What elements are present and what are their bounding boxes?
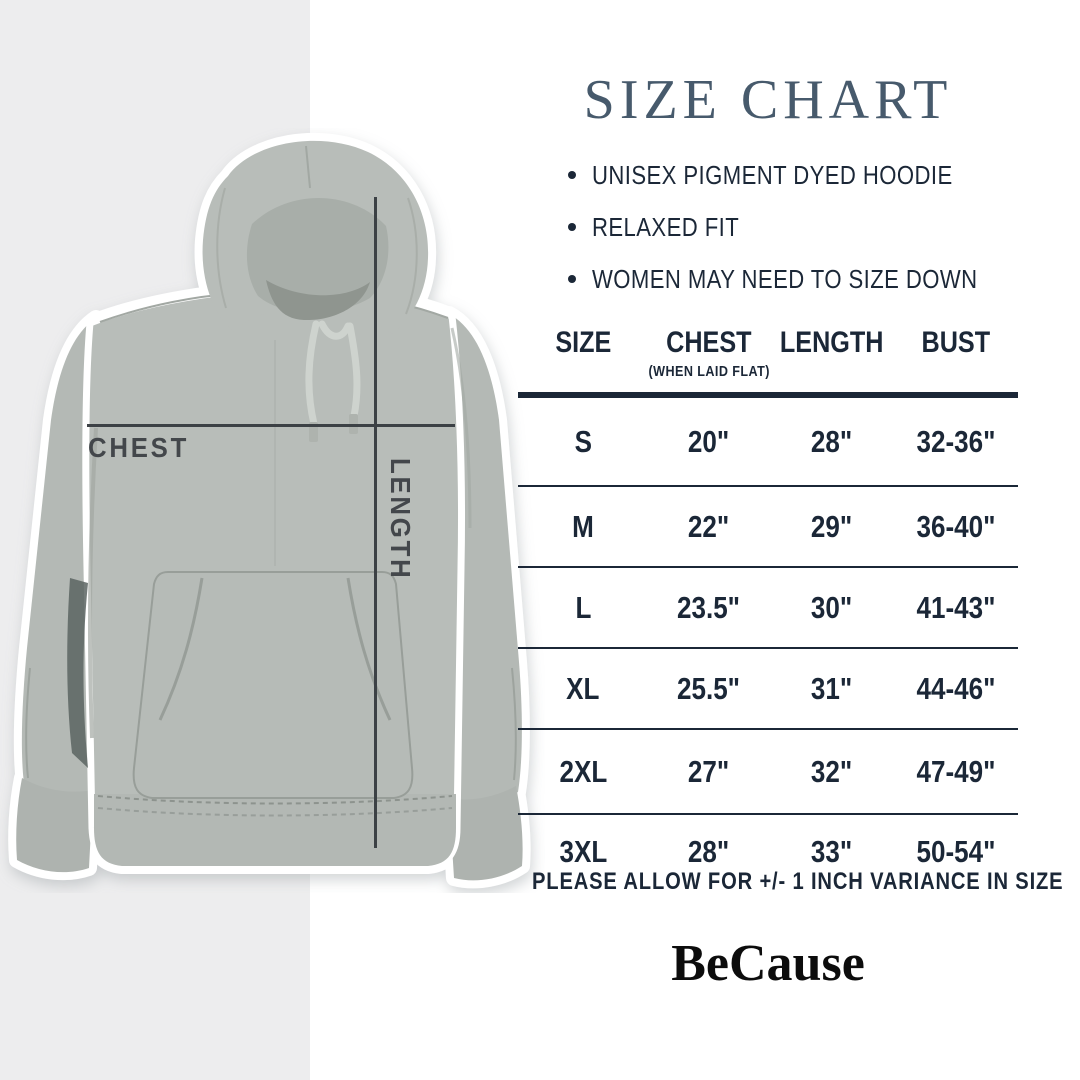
column-header-chest: CHEST (WHEN LAID FLAT) (648, 326, 770, 380)
table-row: L 23.5" 30" 41-43" (518, 568, 1018, 649)
cell-bust: 50-54" (916, 834, 996, 869)
brand-logo: BeCause (671, 935, 865, 992)
size-table: SIZE CHEST (WHEN LAID FLAT) LENGTH BUST … (518, 320, 1018, 889)
cell-chest: 22" (688, 508, 730, 544)
feature-text: RELAXED FIT (592, 211, 740, 242)
bullet-icon (568, 275, 576, 283)
cell-length: 30" (811, 589, 853, 625)
column-header-size: SIZE (554, 326, 612, 359)
cell-chest: 20" (688, 423, 730, 459)
hoodie-photo (8, 132, 531, 889)
chest-measure-line (87, 424, 455, 427)
table-row: S 20" 28" 32-36" (518, 398, 1018, 487)
cell-length: 29" (811, 508, 853, 544)
variance-note: PLEASE ALLOW FOR +/- 1 INCH VARIANCE IN … (532, 868, 1064, 895)
column-header-bust: BUST (921, 326, 991, 359)
table-row: M 22" 29" 36-40" (518, 487, 1018, 568)
bullet-icon (568, 171, 576, 179)
size-table-header: SIZE CHEST (WHEN LAID FLAT) LENGTH BUST (518, 320, 1018, 392)
bullet-icon (568, 223, 576, 231)
length-measure-label: LENGTH (385, 458, 416, 581)
column-header-length: LENGTH (780, 326, 884, 359)
hoodie-drawstrings (305, 320, 361, 442)
cell-length: 33" (811, 834, 853, 869)
feature-text: UNISEX PIGMENT DYED HOODIE (592, 159, 953, 190)
cell-bust: 44-46" (916, 670, 996, 706)
length-measure-line (374, 197, 377, 848)
size-table-body: S 20" 28" 32-36" M 22" 29" 36-40" L 23.5… (518, 392, 1018, 889)
chest-subnote: (WHEN LAID FLAT) (648, 363, 770, 380)
cell-size: L (575, 589, 591, 625)
feature-list: UNISEX PIGMENT DYED HOODIE RELAXED FIT W… (568, 160, 1046, 316)
cell-bust: 32-36" (916, 423, 996, 459)
cell-bust: 36-40" (916, 508, 996, 544)
cell-chest: 25.5" (677, 670, 741, 706)
cell-size: M (572, 508, 594, 544)
list-item: RELAXED FIT (568, 212, 1046, 242)
page-title: SIZE CHART (583, 69, 953, 131)
feature-text: WOMEN MAY NEED TO SIZE DOWN (592, 263, 978, 294)
cell-bust: 47-49" (916, 753, 996, 789)
cell-length: 32" (811, 753, 853, 789)
size-chart-panel: SIZE CHART UNISEX PIGMENT DYED HOODIE RE… (518, 0, 1063, 1080)
hoodie-hood (202, 140, 429, 334)
cell-length: 31" (811, 670, 853, 706)
chest-measure-label: CHEST (88, 432, 190, 463)
cell-size: 3XL (559, 834, 607, 869)
list-item: WOMEN MAY NEED TO SIZE DOWN (568, 264, 1046, 294)
cell-chest: 27" (688, 753, 730, 789)
list-item: UNISEX PIGMENT DYED HOODIE (568, 160, 1046, 190)
table-row: XL 25.5" 31" 44-46" (518, 649, 1018, 730)
cell-length: 28" (811, 423, 853, 459)
cell-chest: 23.5" (677, 589, 741, 625)
table-row: 3XL 28" 33" 50-54" (518, 815, 1018, 889)
hoodie-pocket (132, 571, 414, 799)
cell-size: S (574, 423, 592, 459)
cell-bust: 41-43" (916, 589, 996, 625)
table-row: 2XL 27" 32" 47-49" (518, 730, 1018, 815)
cell-chest: 28" (688, 834, 730, 869)
cell-size: 2XL (559, 753, 607, 789)
cell-size: XL (566, 670, 600, 706)
